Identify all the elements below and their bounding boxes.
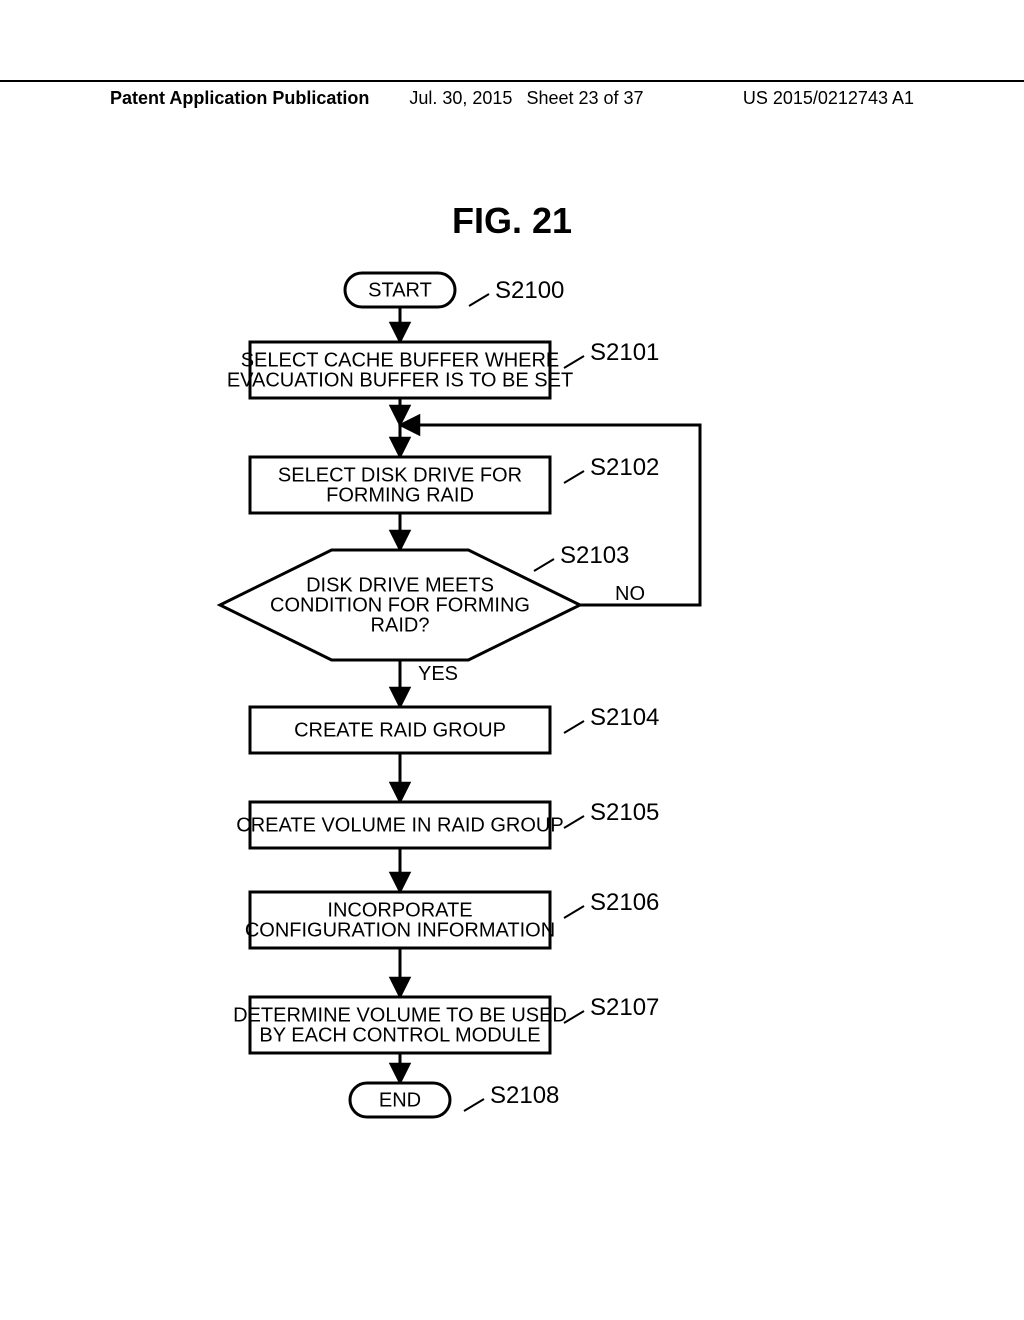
node-s2107: DETERMINE VOLUME TO BE USEDBY EACH CONTR…	[233, 994, 659, 1053]
svg-text:CREATE VOLUME IN RAID GROUP: CREATE VOLUME IN RAID GROUP	[236, 814, 563, 836]
node-s2101: SELECT CACHE BUFFER WHEREEVACUATION BUFF…	[227, 339, 660, 398]
figure-title: FIG. 21	[0, 200, 1024, 242]
svg-text:RAID?: RAID?	[371, 614, 430, 636]
svg-text:CONDITION FOR FORMING: CONDITION FOR FORMING	[270, 594, 530, 616]
flowchart: YES NO START S2100 SELECT CACHE BUFFER WHERE…	[0, 260, 1024, 1160]
svg-text:CONFIGURATION INFORMATION: CONFIGURATION INFORMATION	[245, 919, 555, 941]
svg-text:S2102: S2102	[590, 454, 659, 481]
node-s2103: DISK DRIVE MEETSCONDITION FOR FORMINGRAI…	[220, 542, 629, 660]
svg-text:DISK DRIVE MEETS: DISK DRIVE MEETS	[306, 574, 494, 596]
svg-text:DETERMINE VOLUME TO BE USED: DETERMINE VOLUME TO BE USED	[233, 1004, 567, 1026]
svg-text:END: END	[379, 1089, 421, 1111]
svg-text:S2107: S2107	[590, 994, 659, 1021]
svg-text:S2105: S2105	[590, 799, 659, 826]
header-left: Patent Application Publication	[110, 88, 369, 109]
header-mid: Jul. 30, 2015 Sheet 23 of 37	[409, 88, 643, 109]
node-s2104: CREATE RAID GROUP S2104	[250, 704, 659, 753]
node-s2105: CREATE VOLUME IN RAID GROUP S2105	[236, 799, 659, 848]
svg-text:START: START	[368, 279, 432, 301]
svg-text:EVACUATION BUFFER IS TO BE SET: EVACUATION BUFFER IS TO BE SET	[227, 369, 573, 391]
svg-text:CREATE RAID GROUP: CREATE RAID GROUP	[294, 719, 506, 741]
node-end: END S2108	[350, 1082, 559, 1117]
svg-text:INCORPORATE: INCORPORATE	[327, 899, 472, 921]
svg-text:BY EACH CONTROL MODULE: BY EACH CONTROL MODULE	[259, 1024, 540, 1046]
header-date: Jul. 30, 2015	[409, 88, 512, 109]
svg-text:SELECT CACHE BUFFER WHERE: SELECT CACHE BUFFER WHERE	[241, 349, 560, 371]
svg-text:NO: NO	[615, 583, 645, 605]
svg-text:S2101: S2101	[590, 339, 659, 366]
svg-text:YES: YES	[418, 663, 458, 685]
svg-text:FORMING RAID: FORMING RAID	[326, 484, 474, 506]
node-s2106: INCORPORATECONFIGURATION INFORMATION S210…	[245, 889, 660, 948]
svg-text:S2106: S2106	[590, 889, 659, 916]
node-s2102: SELECT DISK DRIVE FORFORMING RAID S2102	[250, 454, 659, 513]
header-pubno: US 2015/0212743 A1	[743, 88, 914, 109]
svg-text:S2108: S2108	[490, 1082, 559, 1109]
svg-text:SELECT DISK DRIVE FOR: SELECT DISK DRIVE FOR	[278, 464, 522, 486]
svg-text:S2104: S2104	[590, 704, 659, 731]
patent-header: Patent Application Publication Jul. 30, …	[0, 80, 1024, 109]
svg-text:S2100: S2100	[495, 277, 564, 304]
svg-text:S2103: S2103	[560, 542, 629, 569]
header-sheet: Sheet 23 of 37	[526, 88, 643, 109]
node-start: START S2100	[345, 273, 564, 307]
